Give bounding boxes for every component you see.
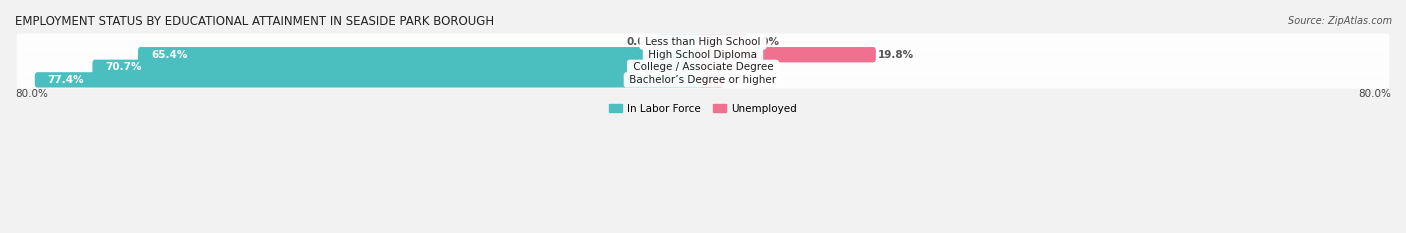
FancyBboxPatch shape	[35, 72, 706, 88]
Text: 65.4%: 65.4%	[150, 50, 187, 60]
Legend: In Labor Force, Unemployed: In Labor Force, Unemployed	[605, 99, 801, 118]
Text: Source: ZipAtlas.com: Source: ZipAtlas.com	[1288, 16, 1392, 26]
Text: 0.0%: 0.0%	[627, 37, 655, 47]
FancyBboxPatch shape	[17, 46, 1389, 63]
FancyBboxPatch shape	[138, 47, 706, 62]
Text: College / Associate Degree: College / Associate Degree	[630, 62, 776, 72]
Text: 2.1%: 2.1%	[725, 75, 755, 85]
FancyBboxPatch shape	[700, 47, 876, 62]
FancyBboxPatch shape	[17, 71, 1389, 89]
Text: 0.0%: 0.0%	[751, 37, 779, 47]
Text: 19.8%: 19.8%	[877, 50, 914, 60]
FancyBboxPatch shape	[658, 34, 706, 50]
FancyBboxPatch shape	[17, 34, 1389, 51]
Text: 70.7%: 70.7%	[105, 62, 142, 72]
FancyBboxPatch shape	[700, 72, 724, 88]
Text: High School Diploma: High School Diploma	[645, 50, 761, 60]
Text: 80.0%: 80.0%	[1358, 89, 1391, 99]
FancyBboxPatch shape	[700, 60, 734, 75]
Text: 3.3%: 3.3%	[735, 62, 765, 72]
FancyBboxPatch shape	[93, 60, 706, 75]
Text: 80.0%: 80.0%	[15, 89, 48, 99]
Text: Bachelor’s Degree or higher: Bachelor’s Degree or higher	[626, 75, 780, 85]
Text: Less than High School: Less than High School	[643, 37, 763, 47]
Text: EMPLOYMENT STATUS BY EDUCATIONAL ATTAINMENT IN SEASIDE PARK BOROUGH: EMPLOYMENT STATUS BY EDUCATIONAL ATTAINM…	[15, 15, 494, 28]
FancyBboxPatch shape	[17, 59, 1389, 76]
Text: 77.4%: 77.4%	[48, 75, 84, 85]
FancyBboxPatch shape	[700, 34, 748, 50]
